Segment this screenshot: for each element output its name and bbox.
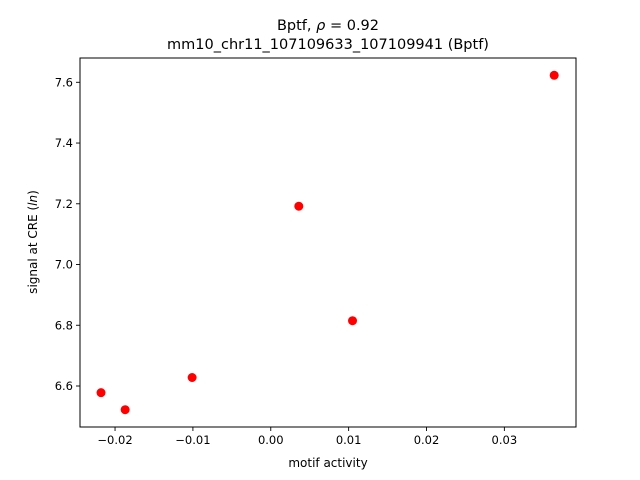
axes-frame [79, 57, 577, 428]
x-tick-label: 0.03 [492, 433, 518, 447]
x-tick-label: −0.01 [175, 433, 210, 447]
y-tick-label: 7.6 [55, 75, 73, 89]
x-tick-label: −0.02 [97, 433, 132, 447]
y-tick-label: 6.8 [55, 318, 73, 332]
chart-title-line1: Bptf, ρ = 0.92 [277, 18, 379, 34]
x-tick-label: 0.01 [336, 433, 362, 447]
x-axis: −0.02 −0.01 0.00 0.01 0.02 0.03 [97, 427, 517, 447]
data-point [549, 70, 559, 80]
y-axis: 6.6 6.8 7.0 7.2 7.4 7.6 [55, 75, 80, 393]
y-tick-label: 7.2 [55, 197, 73, 211]
y-tick-label: 6.6 [55, 379, 73, 393]
data-point [120, 405, 130, 415]
y-axis-label: signal at CRE (ln) [26, 190, 40, 294]
chart-title-line2: mm10_chr11_107109633_107109941 (Bptf) [167, 37, 489, 53]
data-point [96, 388, 106, 398]
data-point [187, 372, 197, 382]
x-tick-label: 0.00 [258, 433, 284, 447]
data-point [348, 316, 358, 326]
x-tick-label: 0.02 [414, 433, 440, 447]
y-tick-label: 7.0 [55, 258, 73, 272]
x-axis-label: motif activity [288, 456, 367, 470]
plot-area [96, 70, 559, 415]
data-point [294, 201, 304, 211]
y-tick-label: 7.4 [55, 136, 73, 150]
